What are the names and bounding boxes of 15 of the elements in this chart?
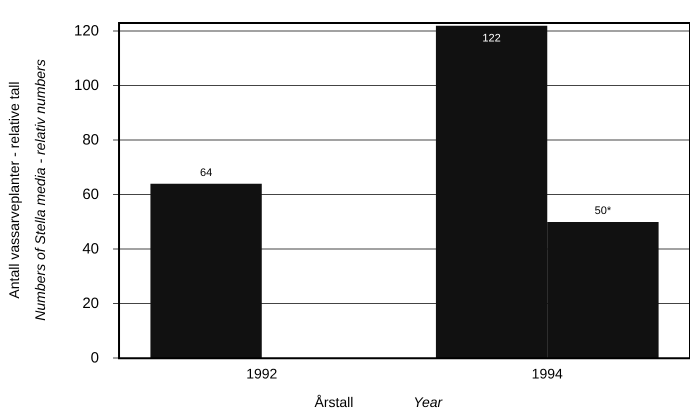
data-label: 64 [200,166,212,179]
text: Årstall Year [314,394,442,410]
y-tick-label: 100 [74,76,100,94]
data-label: 122 [482,32,501,45]
y-tick-label: 40 [82,240,100,258]
y-tick-label: 120 [74,22,100,40]
data-label: 50* [594,204,612,217]
y-tick-label: 0 [90,349,100,366]
y-tick-label: 80 [82,131,100,148]
x-tick-label: 1994 [532,365,564,382]
y-tick-label: 20 [82,294,100,312]
bar [150,184,262,358]
y-tick-label: 60 [82,186,100,203]
y-axis-title: Antall vassarveplanter - relative tall Numbers of Stella media - relativ numbers [6,58,48,323]
x-tick-label: 1992 [246,365,278,382]
